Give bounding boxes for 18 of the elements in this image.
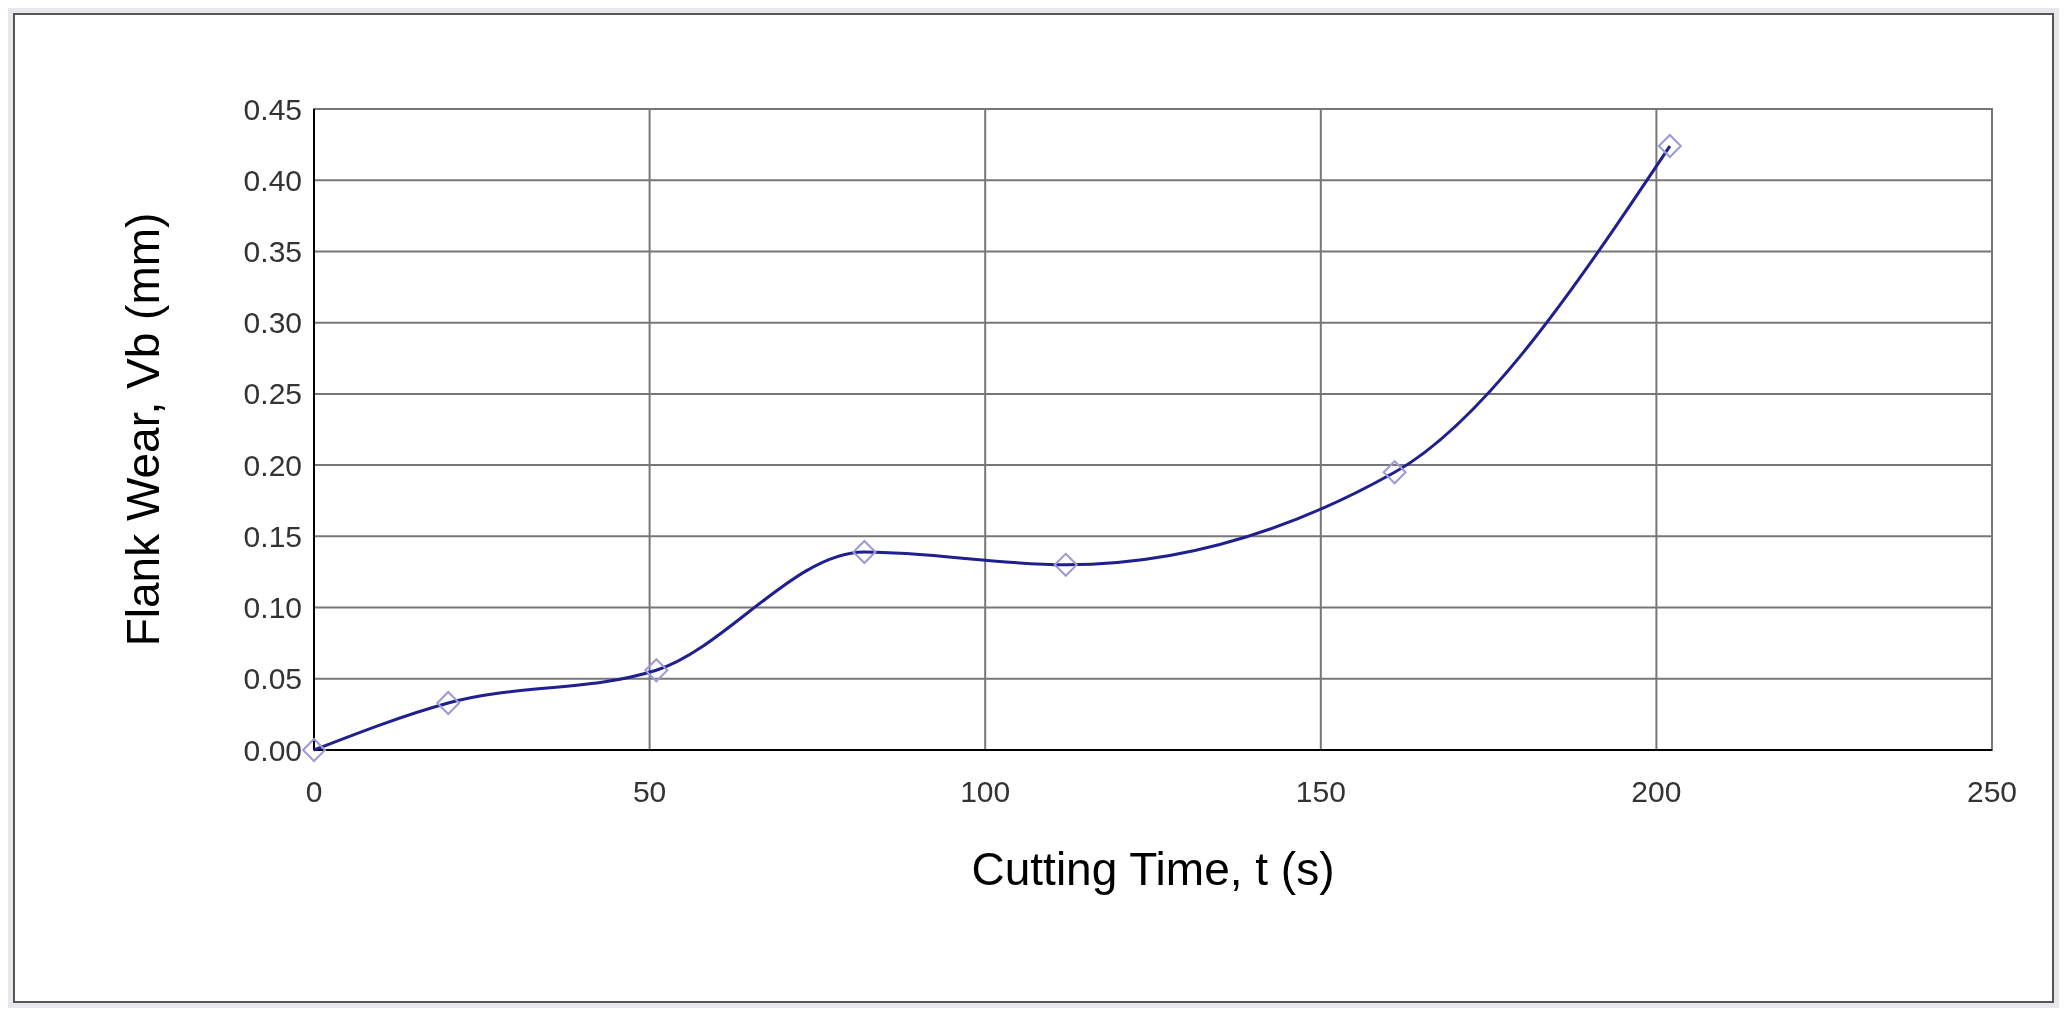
y-tick-label: 0.45 <box>243 92 302 126</box>
y-tick-label: 0.40 <box>243 163 302 197</box>
x-tick-label: 0 <box>305 775 323 808</box>
x-tick-label: 150 <box>1295 775 1346 808</box>
x-axis-title: Cutting Time, t (s) <box>971 843 1335 895</box>
y-axis-title: Flank Wear, Vb (mm) <box>117 212 169 647</box>
y-tick-label: 0.30 <box>243 306 302 340</box>
y-tick-label: 0.10 <box>243 591 302 625</box>
y-tick-label: 0.05 <box>243 662 302 696</box>
x-tick-label: 100 <box>960 775 1011 808</box>
y-tick-label: 0.25 <box>243 377 302 411</box>
y-tick-label: 0.35 <box>243 234 302 268</box>
y-tick-label: 0.20 <box>243 448 302 482</box>
x-tick-label: 200 <box>1631 775 1682 808</box>
y-tick-label: 0.00 <box>243 733 302 767</box>
x-tick-label: 50 <box>632 775 667 808</box>
y-tick-label: 0.15 <box>243 519 302 553</box>
x-tick-label: 250 <box>1966 775 2018 808</box>
